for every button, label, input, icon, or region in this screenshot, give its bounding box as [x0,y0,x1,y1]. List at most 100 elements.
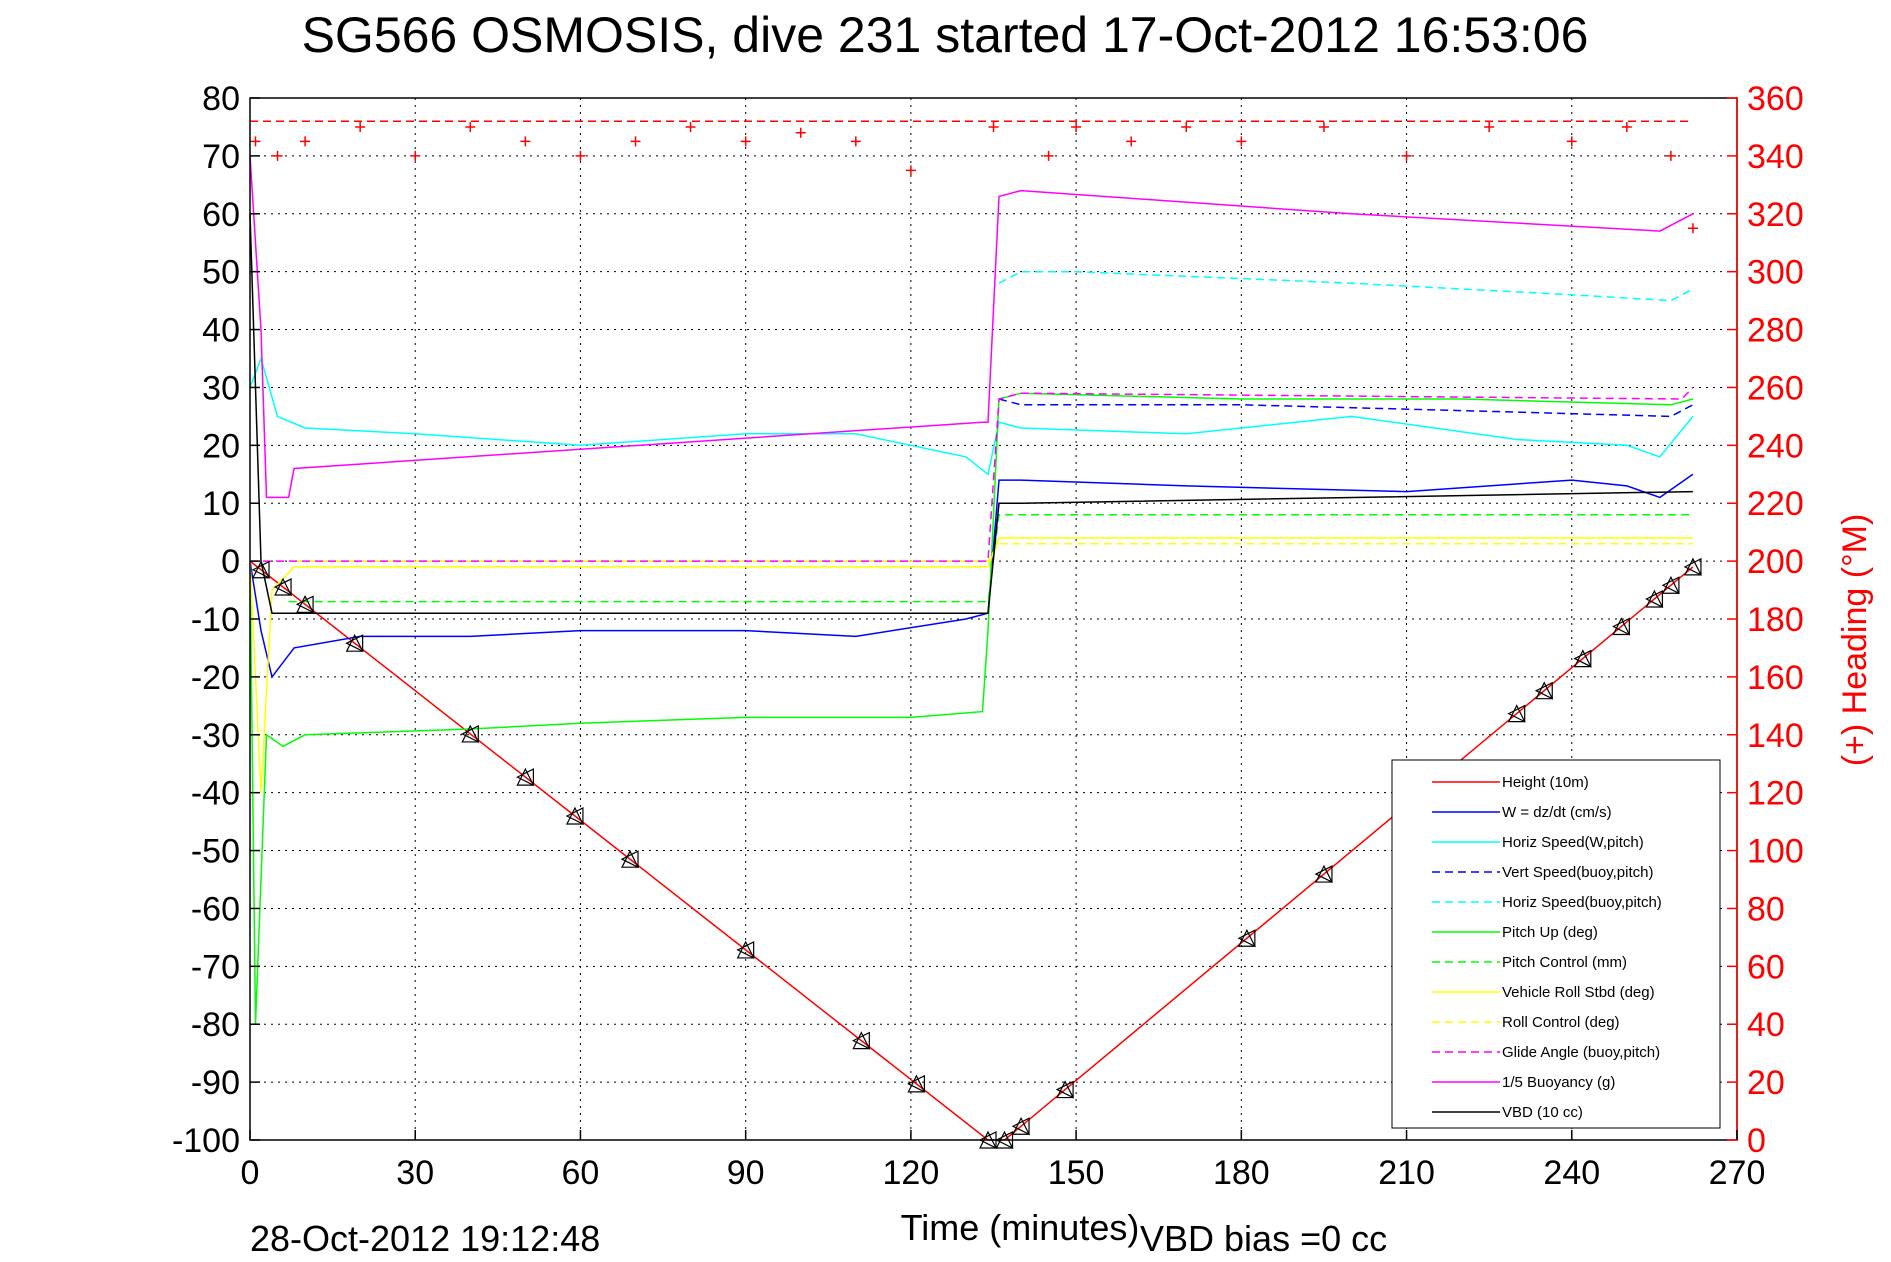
y-tick-label-left: -80 [191,1006,240,1044]
triangle-marker [1237,928,1256,947]
series-vbd-10-cc [249,213,1693,614]
heading-point [250,136,261,147]
triangle-marker [1661,576,1680,595]
triangle-marker [273,578,292,597]
triangle-marker [252,560,270,579]
legend-box [1391,759,1721,1129]
triangle-marker [1314,864,1333,883]
series-pitch-control-mm [288,514,1693,603]
y-tick-label-left: -60 [191,890,240,928]
y-tick-label-right: 80 [1747,890,1785,928]
x-tick-label: 180 [1213,1154,1270,1192]
x-tick-label: 210 [1378,1154,1435,1192]
triangle-marker [1314,865,1333,884]
legend-label: W = dz/dt (cm/s) [1502,804,1612,821]
series-horiz-speed-w-pitch [249,356,1694,476]
triangle-marker [461,724,480,743]
y-tick-label-left: -50 [191,833,240,871]
triangle-marker [1535,681,1554,700]
heading-point [520,136,531,147]
triangle-marker [1612,617,1631,636]
heading-point [1484,121,1495,132]
triangle-marker [251,560,270,579]
triangle-marker [620,850,639,869]
legend-entry: Horiz Speed(W,pitch) [1432,834,1644,851]
legend-label: Vehicle Roll Stbd (deg) [1502,984,1655,1001]
legend-entry: Vehicle Roll Stbd (deg) [1432,984,1655,1001]
x-tick-label: 0 [241,1154,260,1192]
heading-point [575,150,586,161]
y-tick-label-right: 240 [1747,427,1804,465]
triangle-marker [1573,649,1592,668]
legend-entry: Vert Speed(buoy,pitch) [1432,864,1653,881]
legend-label: Glide Angle (buoy,pitch) [1502,1044,1660,1061]
triangle-marker [1573,649,1592,668]
triangle-marker [736,940,755,959]
legend-entry: VBD (10 cc) [1432,1104,1583,1121]
heading-point [355,121,366,132]
y-tick-label-right: 100 [1747,833,1804,871]
heading-point [1126,136,1137,147]
triangle-marker [274,577,293,596]
y-tick-label-left: 40 [202,312,240,350]
y-tick-label-right: 200 [1747,543,1804,581]
y-ticks-left: 80 70 60 50 40 30 20 10 0 -10 -20 -30 -40 -50 -60 -70 -8… [172,80,260,1160]
heading-point [1318,121,1329,132]
heading-point [1665,150,1676,161]
legend-label: Vert Speed(buoy,pitch) [1502,864,1653,881]
triangle-marker [621,849,639,868]
heading-point [1071,121,1082,132]
legend-label: Pitch Up (deg) [1502,924,1598,941]
y-tick-label-left: 60 [202,196,240,234]
series-1-5-buoyancy-g [249,155,1694,499]
y-tick-label-right: 300 [1747,254,1804,292]
triangle-marker [1237,929,1256,948]
legend-entry: 1/5 Buoyancy (g) [1432,1074,1615,1091]
y-tick-label-left: -40 [191,775,240,813]
heading-point [850,136,861,147]
legend-entry: Pitch Control (mm) [1432,954,1627,971]
y-tick-label-right: 0 [1747,1122,1766,1160]
y-tick-label-left: -70 [191,948,240,986]
y-tick-label-right: 120 [1747,775,1804,813]
triangle-marker [851,1031,870,1050]
y-axis-label-right: (+) Heading (°M) [1836,514,1874,767]
triangle-marker [1055,1080,1074,1099]
y-tick-label-left: 70 [202,138,240,176]
legend-label: Roll Control (deg) [1502,1014,1620,1031]
triangle-markers [251,557,1702,1149]
heading-point [300,136,311,147]
y-tick-label-left: 20 [202,427,240,465]
series-vehicle-roll-stbd-deg [249,537,1693,793]
y-tick-label-right: 260 [1747,369,1804,407]
y-tick-label-right: 140 [1747,717,1804,755]
triangle-marker [907,1074,925,1093]
y-tick-label-right: 20 [1747,1064,1785,1102]
triangle-marker [1534,681,1553,700]
legend-label: Horiz Speed(buoy,pitch) [1502,894,1662,911]
triangle-marker [345,634,364,653]
y-tick-label-right: 160 [1747,659,1804,697]
heading-point [1236,136,1247,147]
legend-label: 1/5 Buoyancy (g) [1502,1074,1615,1091]
heading-point [630,136,641,147]
y-tick-label-left: -30 [191,717,240,755]
triangle-marker [907,1074,926,1093]
legend-entry: Horiz Speed(buoy,pitch) [1432,894,1662,911]
heading-point [1043,150,1054,161]
heading-point [1621,121,1632,132]
heading-point [1566,136,1577,147]
series-heading [250,121,1698,234]
triangle-marker [1645,590,1663,608]
triangle-marker [1683,557,1702,576]
footer-date: 28-Oct-2012 19:12:48 [250,1218,600,1259]
triangle-marker [1683,557,1702,576]
y-tick-label-right: 340 [1747,138,1804,176]
y-tick-label-right: 220 [1747,485,1804,523]
y-tick-label-left: -20 [191,659,240,697]
y-tick-label-left: 80 [202,80,240,118]
x-ticks: 0 30 60 90 120 150 180 210 240 270 [241,1130,1765,1192]
footer-vbd-bias: VBD bias =0 cc [1140,1218,1387,1259]
triangle-marker [1507,704,1526,723]
